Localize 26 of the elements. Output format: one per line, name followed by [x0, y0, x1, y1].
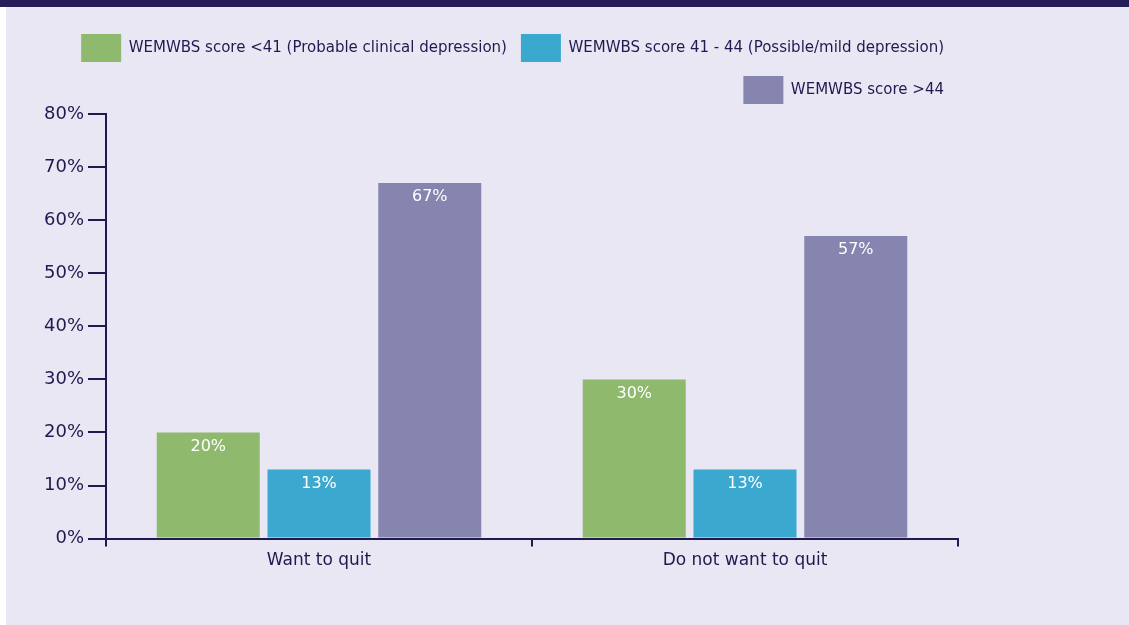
bar: [267, 469, 371, 538]
y-tick-label: 80%: [43, 101, 85, 123]
data-label: 13%: [727, 472, 763, 492]
y-tick-label: 70%: [43, 154, 85, 176]
y-tick-label: 40%: [43, 313, 85, 335]
data-label: 13%: [301, 472, 337, 492]
x-tick-label: Do not want to quit: [662, 549, 828, 570]
data-label: 67%: [411, 186, 448, 206]
legend-label: WEMWBS score 41 - 44 (Possible/mild depression): [568, 37, 945, 56]
data-label: 57%: [837, 239, 874, 259]
legend-label: WEMWBS score >44: [790, 79, 945, 98]
data-label: 30%: [616, 382, 653, 402]
y-tick-label: 10%: [43, 473, 85, 495]
legend-label: WEMWBS score <41 (Probable clinical depression): [128, 37, 507, 56]
bar: [378, 183, 482, 538]
data-label: 20%: [190, 435, 227, 455]
y-tick-label: 60%: [43, 207, 85, 229]
y-tick-label: 30%: [43, 367, 85, 389]
bar: [693, 469, 797, 538]
y-tick-label: 0%: [55, 526, 85, 548]
bar: [582, 379, 686, 538]
x-tick-label: Want to quit: [266, 549, 372, 570]
y-tick-label: 50%: [43, 260, 85, 282]
bar: [804, 236, 908, 538]
y-tick-label: 20%: [43, 420, 85, 442]
bar: [156, 432, 260, 538]
